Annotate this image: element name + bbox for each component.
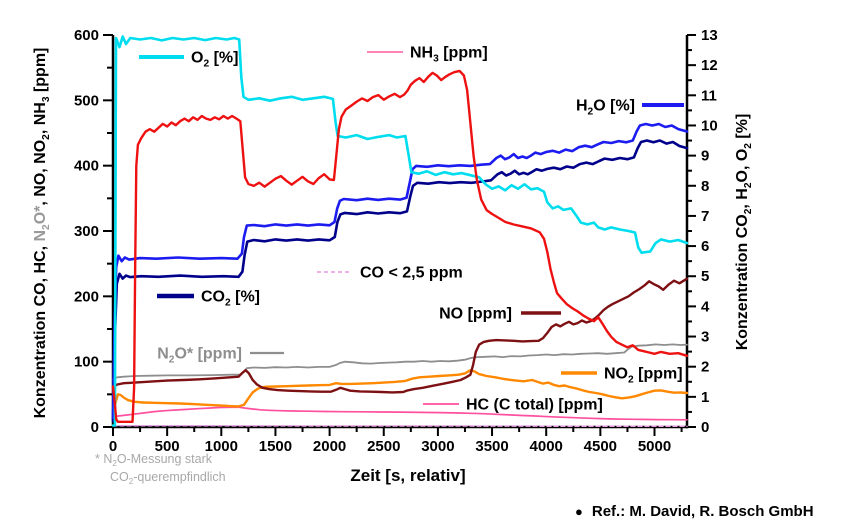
axes [111,35,689,429]
x-tick-label: 500 [155,438,180,455]
legend-co2-label: CO2 [%] [201,289,260,309]
y-right-tick-label: 13 [701,27,718,44]
legend-o2-label: O2 [%] [191,50,238,70]
y-right-tick-label: 9 [701,148,709,165]
series-o2-line [111,35,689,427]
ticks [103,34,696,436]
y-left-tick-label: 500 [74,92,99,109]
x-tick-label: 3500 [475,438,508,455]
x-tick-label: 4000 [530,438,563,455]
y-right-tick-label: 7 [701,208,709,225]
footnote-line: CO2-querempfindlich [110,470,226,486]
y-right-tick-label: 8 [701,178,709,195]
y-right-tick-label: 3 [701,329,709,346]
tick-labels: 0 500 1000 1500 2000 2500 3000 3500 4000 4500 5000… [74,27,718,455]
x-tick-label: 0 [109,438,117,455]
y-left-tick-label: 200 [74,288,99,305]
x-tick-label: 2500 [367,438,400,455]
legend-hc-label: HC (C total) [ppm] [466,397,603,414]
legend-no2-label: NO2 [ppm] [604,366,683,386]
series-no2-line [111,369,689,418]
legend-h2o-label: H2O [%] [576,98,635,118]
footnote-line: * N2O-Messung stark [95,452,213,468]
y-right-tick-label: 10 [701,117,718,134]
legend-no-label: NO [ppm] [439,306,512,323]
series [111,35,689,427]
y-right-tick-label: 12 [701,57,718,74]
series-h2o-line [111,122,689,420]
y-right-tick-label: 0 [701,419,709,436]
y-right-axis-title: Konzentration CO2, H2O, O2 [%] [734,114,754,351]
y-left-tick-label: 300 [74,223,99,240]
y-right-tick-label: 11 [701,87,717,104]
series-co-line [112,424,688,427]
y-left-tick-label: 0 [91,419,99,436]
legend-co-label: CO < 2,5 ppm [360,265,463,282]
y-right-tick-label: 4 [701,298,710,315]
y-left-axis-title: Konzentration CO, HC, N2O*, NO, NO2, NH3… [32,48,52,419]
ref-bullet: ● [575,504,583,519]
x-axis-title: Zeit [s, relativ] [350,466,465,485]
y-left-tick-label: 600 [74,27,99,44]
x-tick-label: 4500 [584,438,617,455]
x-tick-label: 1000 [205,438,238,455]
ref-text: Ref.: M. David, R. Bosch GmbH [591,503,814,520]
series-no-line [111,277,689,394]
series-co2-line [111,139,689,423]
legend-n2o-label: N2O* [ppm] [157,346,242,366]
y-left-tick-label: 100 [74,354,99,371]
y-right-tick-label: 2 [701,359,709,376]
y-right-tick-label: 1 [701,389,709,406]
reference-note: ● Ref.: M. David, R. Bosch GmbH [575,503,814,520]
y-left-tick-label: 400 [74,158,99,175]
y-right-tick-label: 6 [701,238,709,255]
series-hc-line [112,406,688,421]
x-tick-label: 1500 [259,438,292,455]
x-tick-label: 3000 [421,438,454,455]
legend: CO < 2,5 ppm HC (C total) [ppm] N2O* [ppm]… [139,45,684,414]
legend-nh3-label: NH3 [ppm] [410,45,488,65]
series-nh3-line [111,69,689,423]
y-right-tick-label: 5 [701,268,709,285]
x-tick-label: 2000 [313,438,346,455]
x-tick-label: 5000 [638,438,671,455]
